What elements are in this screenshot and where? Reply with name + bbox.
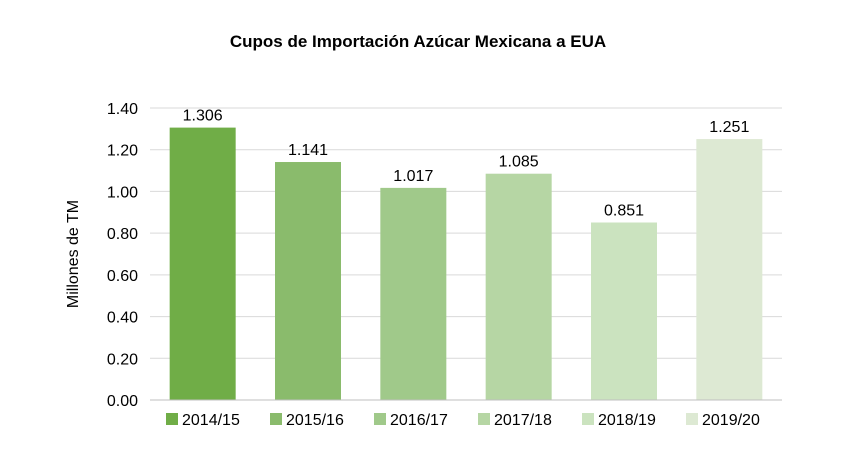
legend: 2014/15 2015/16 2016/17 2017/18 2018/19 2019/… xyxy=(166,412,760,429)
legend-label: 2015/16 xyxy=(286,412,344,429)
y-axis-ticks: 0.00 0.20 0.40 0.60 0.80 1.00 1.20 1.40 xyxy=(107,101,138,410)
gridlines xyxy=(150,107,782,359)
y-tick-label: 1.20 xyxy=(107,143,138,160)
data-label: 1.017 xyxy=(393,168,433,185)
data-label: 1.141 xyxy=(288,142,328,159)
data-labels: 1.306 1.141 1.017 1.085 0.851 1.251 xyxy=(183,108,750,220)
legend-label: 2018/19 xyxy=(598,412,656,429)
y-tick-label: 0.20 xyxy=(107,351,138,368)
data-label: 1.306 xyxy=(183,108,223,125)
y-tick-label: 0.80 xyxy=(107,226,138,243)
bar-2017-18 xyxy=(485,173,552,400)
bar-2014-15 xyxy=(169,127,236,400)
chart-title: Cupos de Importación Azúcar Mexicana a E… xyxy=(230,32,606,51)
legend-swatch xyxy=(582,413,594,425)
data-label: 0.851 xyxy=(604,203,644,220)
legend-swatch xyxy=(166,413,178,425)
data-label: 1.251 xyxy=(709,119,749,136)
y-tick-label: 0.40 xyxy=(107,310,138,327)
bar-2015-16 xyxy=(275,162,341,400)
legend-swatch xyxy=(478,413,490,425)
y-tick-label: 0.60 xyxy=(107,268,138,285)
legend-label: 2014/15 xyxy=(182,412,240,429)
bar-2016-17 xyxy=(380,187,447,400)
legend-swatch xyxy=(270,413,282,425)
legend-label: 2019/20 xyxy=(702,412,760,429)
legend-label: 2016/17 xyxy=(390,412,448,429)
legend-swatch xyxy=(374,413,386,425)
data-label: 1.085 xyxy=(499,154,539,171)
y-tick-label: 1.00 xyxy=(107,184,138,201)
y-axis-label: Millones de TM xyxy=(65,200,82,308)
bars xyxy=(169,127,763,400)
y-tick-label: 1.40 xyxy=(107,101,138,118)
legend-swatch xyxy=(686,413,698,425)
bar-2019-20 xyxy=(696,139,763,400)
legend-label: 2017/18 xyxy=(494,412,552,429)
y-tick-label: 0.00 xyxy=(107,393,138,410)
bar-2018-19 xyxy=(591,222,657,400)
